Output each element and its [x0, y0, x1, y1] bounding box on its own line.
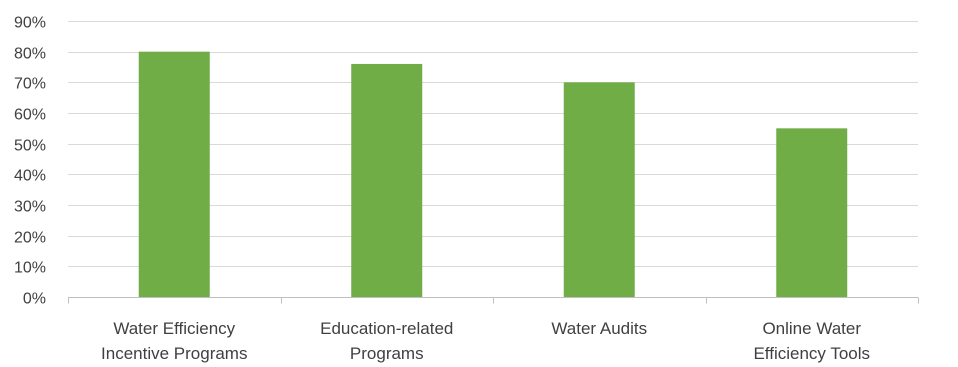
x-tick-label-3: Online Water Efficiency Tools — [753, 319, 870, 363]
bar-3 — [776, 128, 848, 297]
y-tick-label-10: 10% — [14, 260, 46, 277]
y-tick-label-60: 60% — [14, 107, 46, 124]
x-tick-label-2-line-0: Water Audits — [551, 319, 647, 338]
x-tick-label-3-line-0: Online Water — [762, 319, 861, 338]
x-tick-label-0-line-0: Water Efficiency — [113, 319, 235, 338]
y-tick-label-20: 20% — [14, 230, 46, 247]
y-tick-label-70: 70% — [14, 76, 46, 93]
y-tick-label-50: 50% — [14, 138, 46, 155]
bar-1 — [351, 63, 423, 297]
y-tick-label-0: 0% — [23, 291, 46, 308]
bars — [138, 51, 848, 297]
bar-2 — [563, 82, 635, 297]
y-tick-label-30: 30% — [14, 199, 46, 216]
x-axis — [68, 297, 919, 304]
x-tick-label-1-line-0: Education-related — [320, 319, 453, 338]
x-tick-label-2: Water Audits — [551, 319, 647, 338]
x-tick-label-0-line-1: Incentive Programs — [101, 344, 247, 363]
x-tick-label-1: Education-related Programs — [320, 319, 453, 363]
x-tick-label-3-line-1: Efficiency Tools — [753, 344, 870, 363]
x-tick-label-1-line-1: Programs — [350, 344, 424, 363]
y-tick-labels: 0% 10% 20% 30% 40% 50% 60% 70% 80% 90% — [14, 15, 46, 308]
y-tick-label-40: 40% — [14, 168, 46, 185]
x-tick-label-0: Water Efficiency Incentive Programs — [101, 319, 247, 363]
bar-0 — [138, 51, 210, 297]
y-tick-label-80: 80% — [14, 46, 46, 63]
y-tick-label-90: 90% — [14, 15, 46, 32]
x-tick-labels: Water Efficiency Incentive Programs Educat… — [101, 319, 870, 363]
